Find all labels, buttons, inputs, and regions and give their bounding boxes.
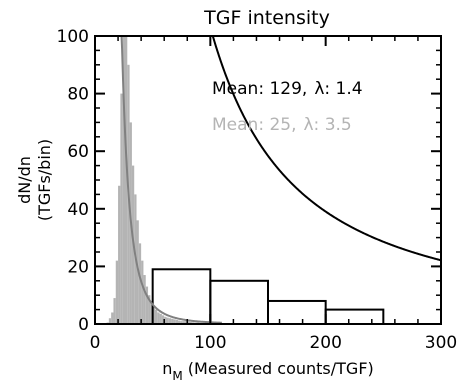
gray-histogram-bar bbox=[180, 321, 183, 324]
gray-histogram-bar bbox=[173, 319, 176, 324]
gray-histogram-bar bbox=[138, 243, 142, 324]
y-tick-label: 80 bbox=[67, 85, 89, 105]
black-fit-curve bbox=[129, 35, 442, 262]
y-tick-label: 60 bbox=[67, 142, 89, 162]
black-histogram-bin bbox=[324, 308, 385, 326]
gray-histogram-bar bbox=[189, 321, 192, 324]
x-axis-label-rest: (Measured counts/TGF) bbox=[183, 359, 374, 378]
gray-histogram-bar bbox=[150, 300, 153, 324]
legend-black-lambda: λ: 1.4 bbox=[314, 79, 362, 99]
legend-gray-lambda: λ: 3.5 bbox=[304, 115, 352, 135]
gray-histogram-bar bbox=[182, 321, 185, 324]
legend-black-label: Mean: 129, λ: 1.4 bbox=[212, 79, 363, 99]
gray-histogram-bar bbox=[159, 313, 162, 324]
x-tick-label: 300 bbox=[425, 333, 457, 353]
gray-histogram-bar bbox=[161, 315, 165, 324]
gray-histogram-bar bbox=[148, 295, 151, 324]
gray-histogram-bar bbox=[168, 318, 172, 324]
chart-title: TGF intensity bbox=[203, 7, 330, 29]
gray-histogram-bar bbox=[175, 319, 179, 324]
x-axis-label: nM (Measured counts/TGF) bbox=[162, 359, 374, 383]
y-axis-label: dN/dn (TGFs/bin) bbox=[15, 139, 54, 221]
y-tick-label: 20 bbox=[67, 257, 89, 277]
y-tick-label: 0 bbox=[78, 315, 89, 335]
black-histogram-bin bbox=[209, 279, 269, 325]
legend-black-mean: Mean: 129, bbox=[212, 79, 307, 99]
black-step-histogram bbox=[151, 268, 385, 326]
gray-fit-curve bbox=[115, 35, 222, 324]
x-axis-ticks: 0 100 200 300 bbox=[90, 36, 457, 353]
y-axis-label-line2: (TGFs/bin) bbox=[35, 139, 54, 221]
gray-histogram-bar bbox=[120, 93, 123, 324]
gray-histogram-bar bbox=[118, 185, 121, 324]
y-axis-label-line1: dN/dn bbox=[15, 156, 34, 204]
x-axis-label-subscript: M bbox=[172, 369, 182, 383]
gray-histogram-bar bbox=[187, 321, 190, 324]
gray-histogram-bar bbox=[178, 320, 181, 324]
gray-histogram-bar bbox=[115, 260, 119, 324]
gray-histogram-bar bbox=[124, 36, 128, 324]
x-tick-label: 100 bbox=[194, 333, 226, 353]
legend-gray-mean: Mean: 25, bbox=[212, 115, 297, 135]
black-histogram-bin bbox=[267, 299, 327, 325]
gray-histogram-bar bbox=[108, 318, 112, 324]
gray-histogram-bar bbox=[184, 321, 188, 324]
gray-histogram-bar bbox=[141, 260, 144, 324]
y-axis-ticks: 0 20 40 60 80 100 bbox=[57, 27, 441, 335]
gray-histogram-bar bbox=[122, 36, 125, 324]
gray-histogram-bar bbox=[145, 286, 149, 324]
gray-histogram-bar bbox=[171, 318, 174, 324]
x-tick-label: 0 bbox=[90, 333, 101, 353]
legend-black: Mean: 129, λ: 1.4 bbox=[212, 79, 363, 99]
gray-histogram-bar bbox=[152, 306, 155, 324]
y-tick-label: 40 bbox=[67, 200, 89, 220]
gray-histogram-bar bbox=[157, 312, 160, 324]
x-axis-label-main: n bbox=[162, 359, 172, 378]
x-tick-label: 200 bbox=[309, 333, 341, 353]
gray-histogram-bar bbox=[164, 316, 167, 324]
gray-histogram-bar bbox=[166, 317, 169, 324]
gray-histogram-bar bbox=[143, 275, 146, 324]
legend-gray: Mean: 25, λ: 3.5 bbox=[212, 115, 352, 135]
legend-gray-label: Mean: 25, λ: 3.5 bbox=[212, 115, 352, 135]
y-tick-label: 100 bbox=[57, 27, 89, 47]
gray-histogram-bar bbox=[113, 298, 116, 324]
gray-histogram-bar bbox=[111, 312, 114, 324]
gray-histogram-bar bbox=[154, 309, 158, 324]
